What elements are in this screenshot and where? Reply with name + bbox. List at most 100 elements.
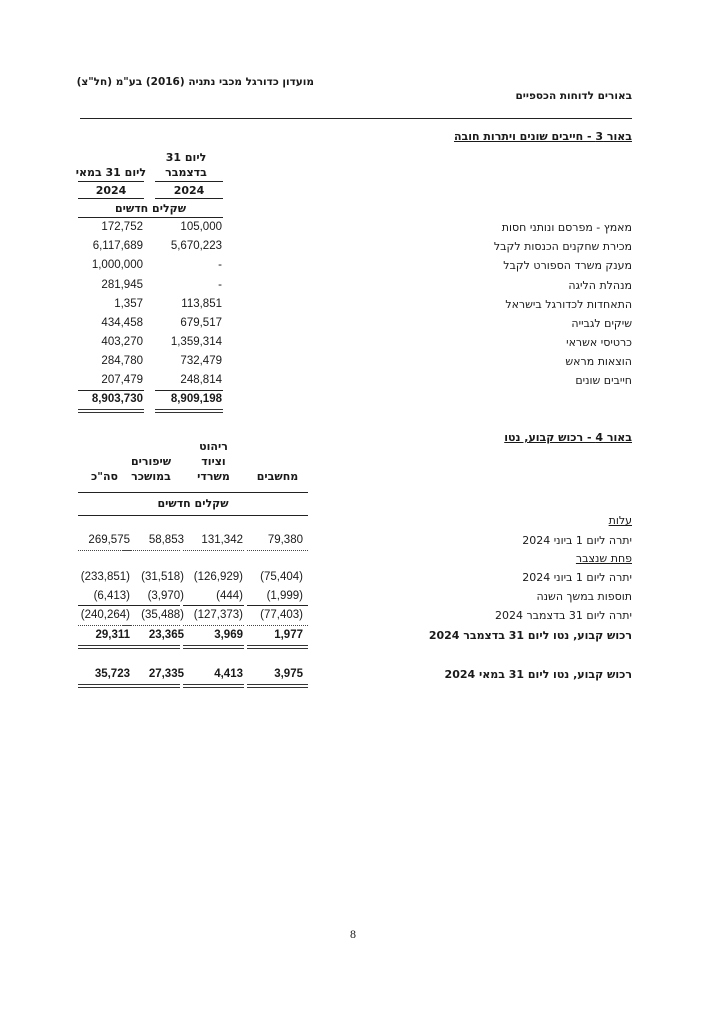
note3-row-dec: 1,359,314 — [170, 336, 222, 348]
note3-total-dec: 8,909,198 — [170, 393, 222, 405]
note4-row-value: (126,929) — [193, 571, 243, 583]
note4-row-label: יתרה ליום 1 ביוני 2024 — [522, 571, 632, 584]
divider — [155, 198, 223, 199]
divider — [78, 515, 308, 516]
header-divider — [80, 118, 632, 119]
note3-row-may: 1,357 — [114, 298, 143, 310]
note4-row-value: (75,404) — [260, 571, 303, 583]
note3-col-dec-line1: ליום 31 — [165, 151, 207, 164]
note4-row-label: יתרה ליום 1 ביוני 2024 — [522, 534, 632, 547]
company-name: מועדון כדורגל מכבי נתניה (2016) בע"מ (חל… — [76, 76, 314, 88]
note4-row-value: (35,488) — [141, 609, 184, 621]
divider — [155, 390, 223, 391]
double-underline — [247, 684, 308, 688]
dotted-underline — [122, 625, 180, 626]
note4-row-value: 3,975 — [274, 668, 303, 680]
note4-column-header: וציוד — [201, 455, 226, 468]
note4-row-value: (127,373) — [193, 609, 243, 621]
divider — [183, 605, 244, 606]
note4-row-value: 29,311 — [95, 629, 130, 641]
note4-row-value: (240,264) — [80, 609, 130, 621]
note4-row-value: (444) — [216, 590, 243, 602]
note4-currency: שקלים חדשים — [157, 497, 229, 510]
note3-row-dec: 732,479 — [180, 355, 222, 367]
note4-row-value: 27,335 — [148, 668, 184, 680]
note3-year-dec: 2024 — [173, 184, 205, 197]
double-underline — [78, 684, 131, 688]
note4-column-header: מחשבים — [256, 470, 299, 483]
dotted-underline — [183, 625, 244, 626]
double-underline — [122, 684, 180, 688]
note3-row-dec: 679,517 — [180, 317, 222, 329]
divider — [78, 492, 308, 493]
double-underline — [78, 645, 131, 649]
note3-row-dec: 248,814 — [180, 374, 222, 386]
note3-row-label: כרטיסי אשראי — [566, 336, 632, 349]
note4-row-value: 131,342 — [201, 534, 243, 546]
page-number: 8 — [350, 927, 356, 941]
note4-row-label: רכוש קבוע, נטו ליום 31 בדצמבר 2024 — [428, 629, 632, 642]
divider — [155, 181, 223, 182]
dotted-underline — [122, 550, 180, 551]
note4-column-header: ריהוט — [199, 440, 228, 453]
note3-row-dec: - — [218, 279, 222, 291]
depreciation-heading: פחת שנצבר — [575, 552, 632, 565]
note4-row-value: (3,970) — [147, 590, 184, 602]
note3-row-may: 281,945 — [101, 279, 143, 291]
note3-total-may: 8,903,730 — [91, 393, 143, 405]
dotted-underline — [78, 625, 131, 626]
divider — [78, 198, 144, 199]
note4-row-value: (31,518) — [141, 571, 184, 583]
note4-title: באור 4 - רכוש קבוע, נטו — [504, 431, 632, 444]
double-underline — [122, 645, 180, 649]
note4-row-value: 35,723 — [94, 668, 130, 680]
note4-row-value: 58,853 — [148, 534, 184, 546]
note3-col-dec-line2: בדצמבר — [165, 166, 207, 179]
note3-row-label: התאחדות לכדורגל בישראל — [505, 298, 632, 311]
dotted-underline — [78, 550, 131, 551]
cost-heading: עלות — [608, 514, 632, 527]
double-underline — [247, 645, 308, 649]
note3-row-dec: - — [218, 259, 222, 271]
note3-row-may: 172,752 — [101, 221, 143, 233]
note3-title: באור 3 - חייבים שונים ויתרות חובה — [453, 130, 632, 143]
double-underline — [183, 684, 244, 688]
note4-row-label: תוספות במשך השנה — [536, 590, 632, 603]
note4-row-value: 23,365 — [148, 629, 184, 641]
dotted-underline — [247, 625, 308, 626]
note4-column-header: סה"כ — [91, 470, 118, 483]
note4-row-value: (233,851) — [80, 571, 130, 583]
note3-row-label: חייבים שונים — [575, 374, 632, 387]
note4-row-value: 1,977 — [274, 629, 303, 641]
note3-row-dec: 5,670,223 — [170, 240, 222, 252]
dotted-underline — [247, 550, 308, 551]
double-underline — [155, 409, 223, 413]
double-underline — [78, 409, 144, 413]
note4-column-header: שיפורים — [130, 455, 172, 468]
note4-column-header: במושכר — [131, 470, 171, 483]
note4-column-header: משרדי — [197, 470, 230, 483]
note4-row-value: 79,380 — [267, 534, 303, 546]
note3-row-label: מענק משרד הספורט לקבל — [503, 259, 632, 272]
note3-row-may: 207,479 — [101, 374, 143, 386]
divider — [78, 605, 131, 606]
divider — [78, 181, 144, 182]
note3-row-dec: 105,000 — [180, 221, 222, 233]
note3-year-may: 2024 — [95, 184, 127, 197]
note3-row-label: הוצאות מראש — [565, 355, 632, 368]
section-title: באורים לדוחות הכספיים — [515, 90, 632, 102]
note3-row-may: 6,117,689 — [92, 240, 143, 252]
note3-row-may: 1,000,000 — [91, 259, 143, 271]
note4-row-value: (77,403) — [260, 609, 303, 621]
note3-row-label: מכירת שחקנים הכנסות לקבל — [493, 240, 632, 253]
note4-row-value: 4,413 — [214, 668, 243, 680]
note4-row-label: רכוש קבוע, נטו ליום 31 במאי 2024 — [444, 668, 632, 681]
note3-row-may: 284,780 — [101, 355, 143, 367]
note3-row-may: 403,270 — [101, 336, 143, 348]
note3-row-label: מאמץ - מפרסם ונותני חסות — [501, 221, 632, 234]
note3-row-label: מנהלת הליגה — [568, 279, 632, 292]
note3-col-may: ליום 31 במאי — [75, 166, 146, 179]
note4-row-value: (6,413) — [93, 590, 130, 602]
note3-row-label: שיקים לגבייה — [571, 317, 632, 330]
note4-row-value: 3,969 — [214, 629, 243, 641]
